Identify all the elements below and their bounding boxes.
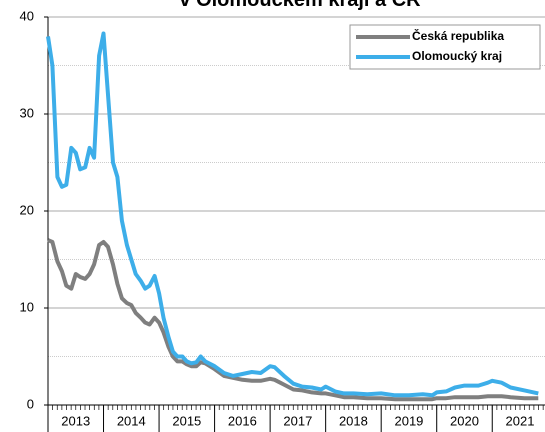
x-tick-label: 2014 bbox=[117, 413, 146, 428]
x-tick-label: 2016 bbox=[228, 413, 257, 428]
x-tick-label: 2018 bbox=[339, 413, 368, 428]
data-line bbox=[47, 238, 539, 402]
x-tick-label: 2015 bbox=[172, 413, 201, 428]
x-tick-label: 2019 bbox=[394, 413, 423, 428]
y-tick-label: 40 bbox=[20, 8, 34, 23]
x-tick-label: 2017 bbox=[283, 413, 312, 428]
data-line bbox=[46, 31, 539, 398]
y-tick-label: 10 bbox=[20, 299, 34, 314]
y-tick-label: 0 bbox=[27, 396, 34, 411]
x-tick-label: 2020 bbox=[450, 413, 479, 428]
x-tick-label: 2021 bbox=[506, 413, 535, 428]
y-tick-label: 20 bbox=[20, 202, 34, 217]
legend-box bbox=[349, 24, 541, 70]
x-tick-label: 2013 bbox=[61, 413, 90, 428]
legend-label: Olomoucký kraj bbox=[412, 49, 502, 63]
chart-title: v Olomouckém kraji a ČR bbox=[179, 0, 421, 11]
y-tick-label: 30 bbox=[20, 105, 34, 120]
legend-label: Česká republika bbox=[412, 28, 504, 43]
